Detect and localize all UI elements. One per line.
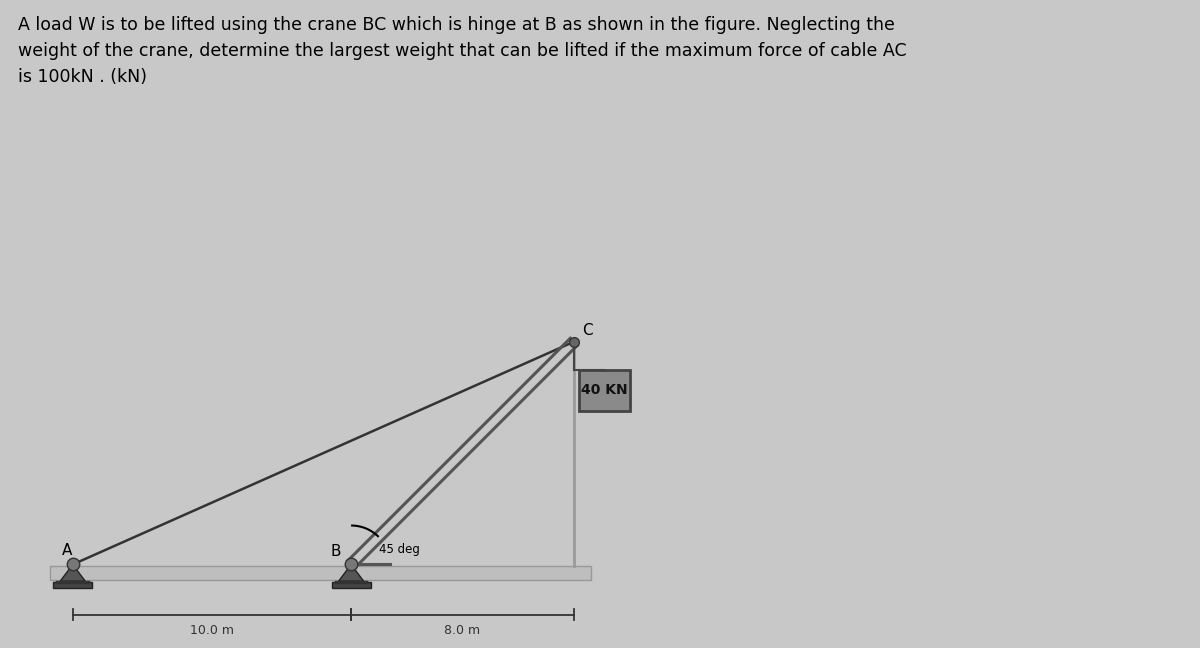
- Polygon shape: [60, 564, 85, 581]
- Text: C: C: [582, 323, 593, 338]
- Text: A load W is to be lifted using the crane BC which is hinge at B as shown in the : A load W is to be lifted using the crane…: [18, 16, 895, 34]
- Text: 8.0 m: 8.0 m: [444, 624, 480, 638]
- FancyBboxPatch shape: [580, 369, 630, 411]
- Text: A: A: [62, 542, 72, 557]
- Text: 10.0 m: 10.0 m: [190, 624, 234, 638]
- Text: 45 deg: 45 deg: [379, 542, 420, 556]
- Polygon shape: [331, 582, 371, 588]
- Text: B: B: [330, 544, 341, 559]
- Text: is 100kN . (kN): is 100kN . (kN): [18, 68, 148, 86]
- Polygon shape: [53, 582, 92, 588]
- Text: 40 KN: 40 KN: [581, 384, 628, 397]
- Polygon shape: [338, 564, 364, 581]
- Text: weight of the crane, determine the largest weight that can be lifted if the maxi: weight of the crane, determine the large…: [18, 42, 907, 60]
- Polygon shape: [50, 566, 590, 580]
